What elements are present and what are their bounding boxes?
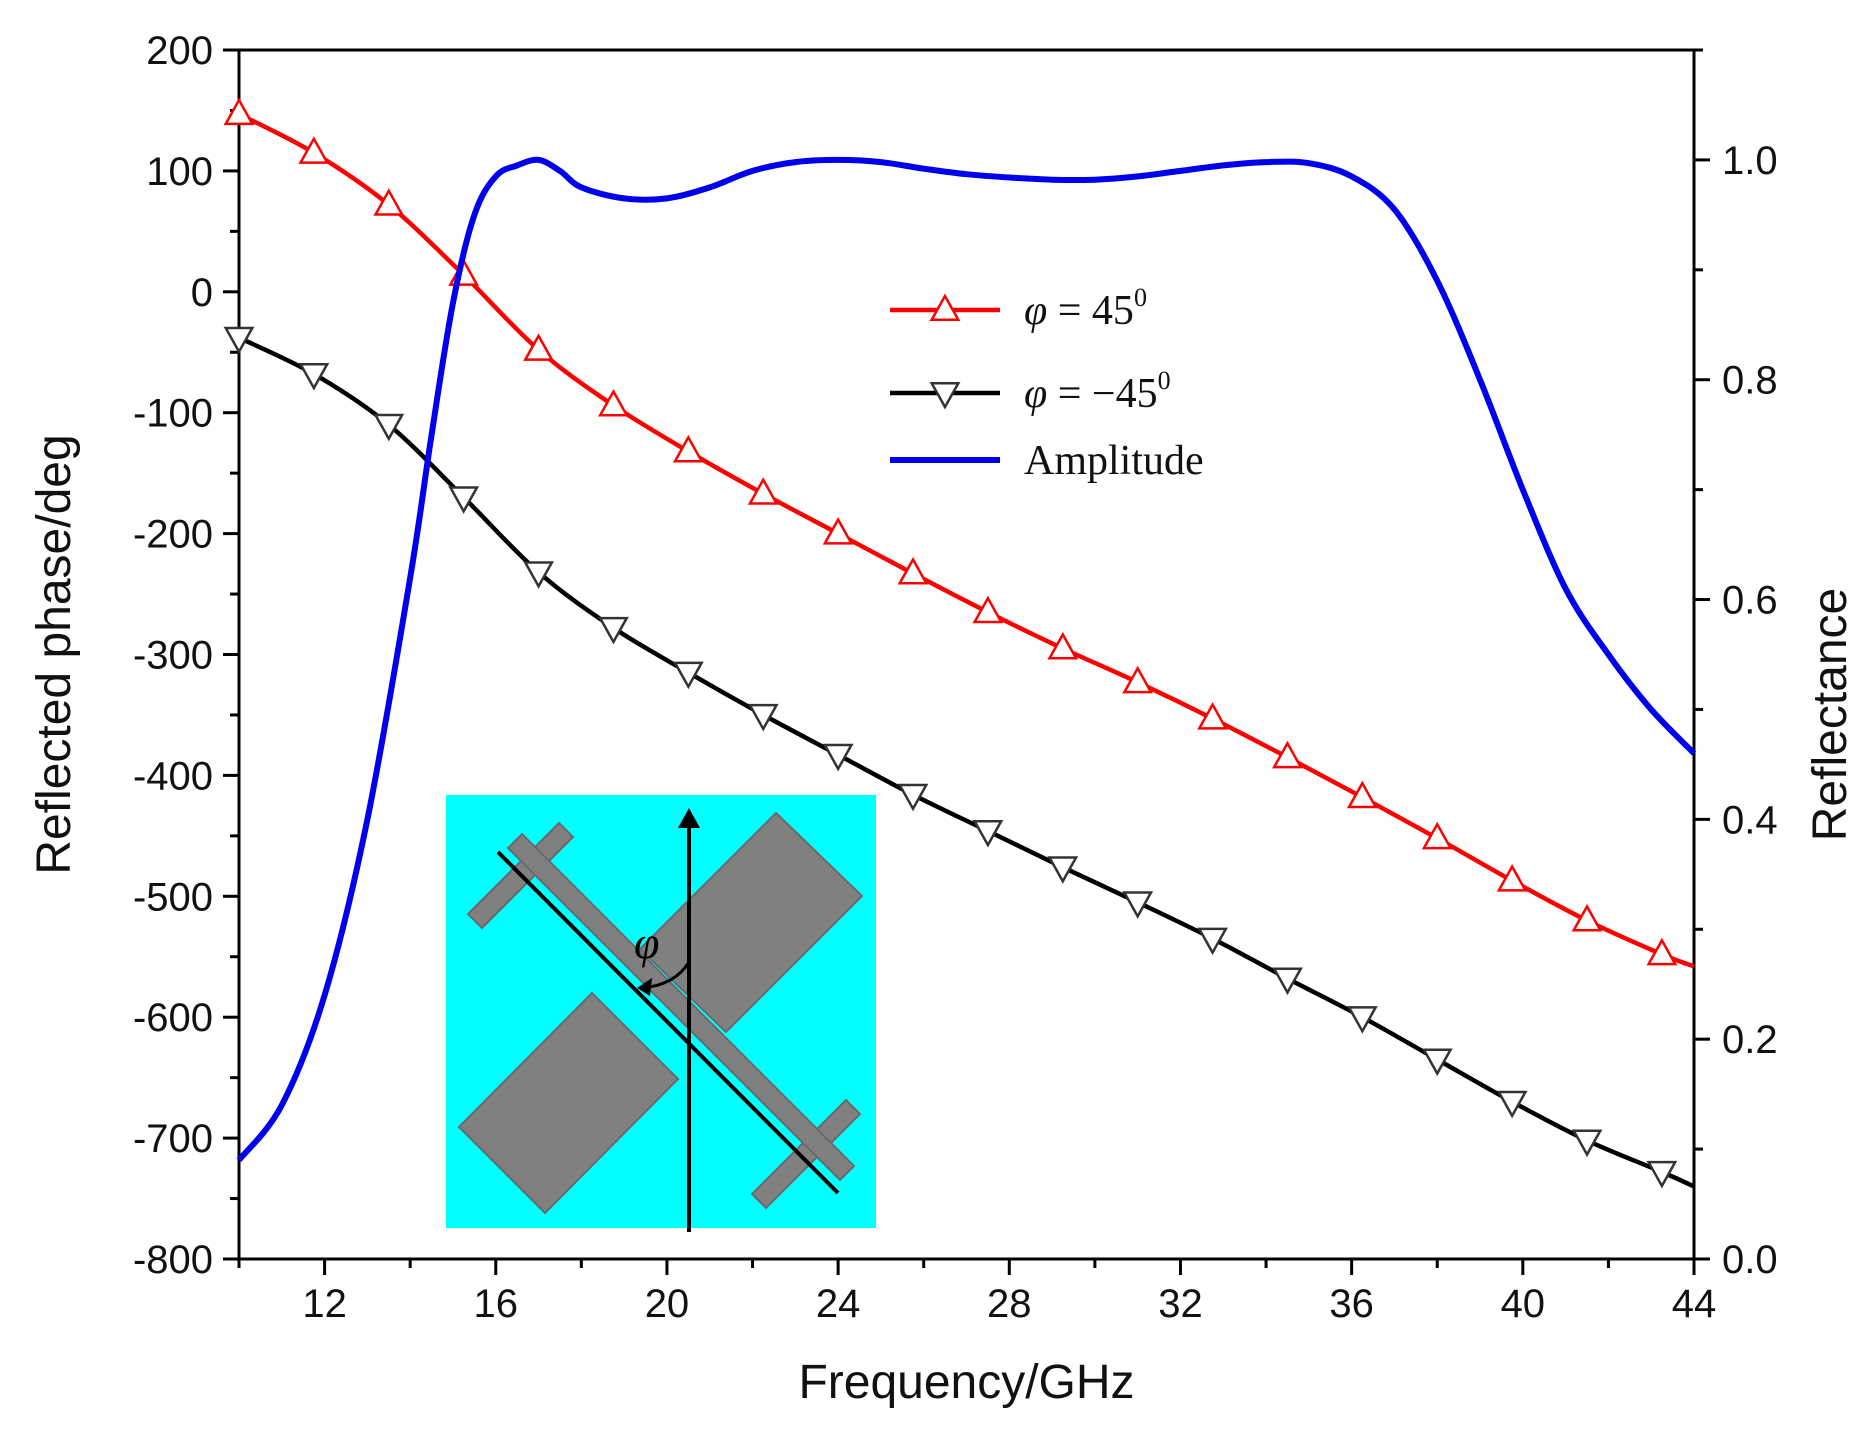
data-point	[598, 388, 629, 417]
legend-marker	[929, 381, 961, 410]
x-tick-label: 40	[1501, 1282, 1546, 1326]
inset-patch-lower-left	[457, 991, 680, 1215]
inset-angle-label: φ	[634, 917, 659, 968]
x-tick-label: 36	[1329, 1282, 1374, 1326]
data-point	[672, 661, 704, 690]
data-point	[672, 434, 704, 463]
data-point	[373, 188, 405, 216]
data-point	[1047, 856, 1079, 884]
x-tick-label: 20	[645, 1282, 690, 1326]
data-point	[223, 326, 255, 355]
y-right-tick-label: 1.0	[1722, 139, 1778, 183]
series-2	[236, 156, 1697, 1163]
data-point	[1646, 937, 1678, 966]
x-tick-label: 24	[816, 1282, 861, 1326]
legend-entry-1: φ = −450	[890, 366, 1171, 417]
x-tick-label: 28	[987, 1282, 1032, 1326]
series-line	[237, 112, 1695, 969]
data-point	[1197, 927, 1228, 956]
y-left-axis-title: Reflected phase/deg	[28, 434, 81, 874]
data-point	[1122, 891, 1154, 919]
inset-angle-arrow-icon	[637, 978, 652, 996]
x-axis-title: Frequency/GHz	[798, 1356, 1134, 1409]
y-left-tick-label: -300	[133, 634, 213, 678]
data-point	[1571, 903, 1603, 932]
x-tick-label: 44	[1672, 1282, 1717, 1326]
legend-entry-2: Amplitude	[890, 438, 1204, 484]
y-left-tick-label: -700	[133, 1117, 213, 1161]
data-point	[1571, 1129, 1603, 1158]
data-point	[1421, 1048, 1453, 1077]
data-point	[223, 97, 255, 126]
data-point	[1346, 1006, 1378, 1034]
data-point	[1646, 1160, 1678, 1189]
data-point	[298, 362, 330, 391]
axis-titles: Frequency/GHz Reflected phase/deg Reflecta…	[28, 434, 1857, 1409]
series-line	[236, 156, 1697, 1163]
unit-cell-inset: φ	[446, 795, 876, 1232]
data-point	[523, 561, 554, 589]
y-right-tick-label: 0.4	[1722, 798, 1778, 842]
inset-arrow-head-icon	[678, 808, 700, 828]
data-point	[972, 819, 1004, 848]
y-left-tick-label: -100	[133, 392, 213, 436]
data-point	[747, 477, 779, 505]
data-series	[223, 97, 1697, 1189]
tick-labels: 12 16 20 24 28 32 36 40 44 200 100 0 -100 -200 -300 -40…	[133, 29, 1778, 1326]
x-tick-label: 32	[1158, 1282, 1203, 1326]
inset-patch-upper-right	[638, 811, 864, 1034]
data-point	[1496, 1090, 1528, 1119]
y-left-tick-label: -200	[133, 513, 213, 557]
y-left-tick-label: 0	[191, 271, 213, 315]
data-point	[822, 743, 854, 772]
data-point	[897, 783, 929, 812]
legend-label: Amplitude	[1024, 438, 1204, 484]
data-point	[1272, 740, 1303, 769]
legend-marker	[929, 293, 961, 322]
legend-label: φ = 450	[1024, 283, 1147, 334]
inset-diagonal-line	[496, 850, 840, 1195]
y-left-tick-label: 200	[146, 29, 213, 73]
y-left-tick-label: -400	[133, 754, 213, 798]
y-right-tick-label: 0.2	[1722, 1018, 1778, 1062]
legend-entry-0: φ = 450	[890, 283, 1147, 334]
data-point	[1047, 631, 1079, 660]
inset-elements: φ	[457, 808, 864, 1232]
y-right-tick-label: 0.0	[1722, 1238, 1778, 1282]
data-point	[1122, 665, 1154, 694]
legend-label: φ = −450	[1024, 366, 1171, 417]
data-point	[822, 517, 854, 545]
data-point	[1421, 821, 1453, 850]
data-point	[598, 616, 629, 645]
data-point	[1346, 780, 1378, 809]
y-right-axis-title: Reflectance	[1804, 588, 1857, 841]
series-1	[223, 326, 1695, 1189]
y-left-tick-label: -500	[133, 875, 213, 919]
x-tick-label: 12	[302, 1282, 347, 1326]
data-point	[747, 703, 779, 732]
data-point	[1197, 702, 1228, 730]
data-point	[523, 333, 554, 361]
data-point	[972, 595, 1004, 624]
inset-stub-lower-right	[750, 1098, 862, 1210]
legend: φ = 450 φ = −450 Amplitude	[890, 283, 1204, 484]
y-left-tick-label: 100	[146, 150, 213, 194]
data-point	[1496, 864, 1528, 892]
data-point	[448, 486, 480, 514]
y-right-tick-label: 0.8	[1722, 359, 1778, 403]
y-right-tick-label: 0.6	[1722, 579, 1778, 623]
inset-diagonal-strip	[506, 832, 856, 1182]
data-point	[1272, 967, 1303, 996]
y-left-tick-label: -800	[133, 1238, 213, 1282]
x-tick-label: 16	[474, 1282, 519, 1326]
series-0	[223, 97, 1695, 969]
y-left-tick-label: -600	[133, 996, 213, 1040]
data-point	[897, 556, 929, 585]
data-point	[298, 136, 330, 164]
data-point	[373, 413, 405, 442]
